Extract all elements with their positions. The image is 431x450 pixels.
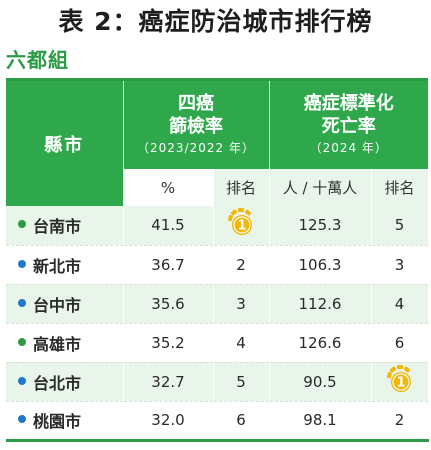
cell-mortality-rate: 98.1 [269, 401, 372, 442]
cell-screening-rate: 35.2 [123, 323, 214, 363]
medal-rank-text: 1 [237, 219, 246, 234]
medal-rank-text: 1 [396, 375, 405, 390]
ranking-table: 縣市 四癌 篩檢率 （2023/2022 年） 癌症標準化 死亡率 （2024 … [6, 81, 429, 442]
city-name: 台南市 [33, 217, 82, 237]
city-dot-icon [18, 259, 26, 268]
cell-screening-rank: 3 [213, 284, 270, 324]
header-mortality-title-2: 死亡率 [321, 116, 376, 137]
header-mortality: 癌症標準化 死亡率 （2024 年） [269, 81, 428, 169]
cell-city: 高雄市 [6, 323, 124, 363]
cell-screening-rate: 32.7 [123, 362, 214, 402]
cell-city: 桃園市 [6, 401, 124, 442]
city-name: 新北市 [33, 256, 82, 276]
header-mortality-title-1: 癌症標準化 [303, 93, 394, 114]
city-name: 桃園市 [33, 412, 82, 431]
cell-screening-rank: 5 [213, 362, 270, 402]
city-dot-icon [18, 415, 26, 423]
gold-medal-icon: 1 [386, 364, 411, 392]
cell-screening-rate: 36.7 [123, 245, 214, 285]
city-dot-icon [18, 220, 26, 229]
city-name: 台中市 [33, 295, 82, 315]
subheader-mortality-unit: 人 / 十萬人 [269, 169, 372, 206]
cell-mortality-rank: 1 [371, 362, 429, 402]
header-screening: 四癌 篩檢率 （2023/2022 年） [123, 81, 270, 169]
cell-screening-rank: 2 [213, 245, 270, 285]
cell-city: 台北市 [6, 362, 124, 402]
table-body: 台南市 41.5 1 125.3 5 新北市 36.7 2 106.3 3 台中市 35.6 3 112… [6, 206, 429, 442]
table-row: 台南市 41.5 1 125.3 5 [6, 206, 429, 246]
cell-screening-rate: 32.0 [123, 401, 214, 442]
cell-mortality-rank: 2 [371, 401, 429, 442]
cell-mortality-rate: 106.3 [269, 245, 372, 285]
cell-city: 台南市 [6, 206, 124, 246]
top-rule [6, 78, 428, 81]
cell-mortality-rank: 3 [371, 245, 429, 285]
cell-mortality-rank: 5 [371, 206, 429, 246]
subheader-mortality-rank: 排名 [371, 169, 429, 206]
cell-screening-rate: 41.5 [123, 206, 214, 246]
group-label: 六都組 [6, 48, 69, 72]
table-header-row: 縣市 四癌 篩檢率 （2023/2022 年） 癌症標準化 死亡率 （2024 … [6, 81, 428, 206]
header-screening-title-1: 四癌 [178, 93, 214, 114]
city-name: 台北市 [33, 373, 82, 393]
table-row: 新北市 36.7 2 106.3 3 [6, 245, 429, 285]
header-city: 縣市 [6, 81, 124, 206]
page-title: 表 2：癌症防治城市排行榜 [58, 7, 373, 36]
cell-mortality-rate: 90.5 [269, 362, 372, 402]
table-row: 台中市 35.6 3 112.6 4 [6, 284, 429, 324]
city-dot-icon [18, 337, 26, 346]
cell-screening-rank: 6 [213, 401, 270, 442]
table-row: 高雄市 35.2 4 126.6 6 [6, 323, 429, 363]
cell-mortality-rank: 4 [371, 284, 429, 324]
subheader-screening-unit: % [123, 169, 214, 206]
cell-mortality-rate: 125.3 [269, 206, 372, 246]
cell-screening-rank: 4 [213, 323, 270, 363]
city-dot-icon [18, 298, 26, 307]
table-subheader-row: % 排名 人 / 十萬人 排名 [6, 169, 429, 206]
subheader-screening-rank: 排名 [213, 169, 270, 206]
cell-city: 台中市 [6, 284, 124, 324]
city-dot-icon [18, 376, 26, 385]
city-name: 高雄市 [33, 334, 82, 354]
cell-mortality-rate: 112.6 [269, 284, 372, 324]
gold-medal-icon: 1 [227, 208, 252, 236]
header-mortality-period: （2024 年） [309, 141, 388, 155]
cell-screening-rank: 1 [213, 206, 270, 246]
cell-mortality-rate: 126.6 [269, 323, 372, 363]
cell-mortality-rank: 6 [371, 323, 429, 363]
table-row: 台北市 32.7 5 90.5 1 [6, 362, 429, 402]
header-screening-title-2: 篩檢率 [169, 116, 223, 137]
header-screening-period: （2023/2022 年） [137, 141, 255, 155]
cell-city: 新北市 [6, 245, 124, 285]
cell-screening-rate: 35.6 [123, 284, 214, 324]
table-row: 桃園市 32.0 6 98.1 2 [6, 401, 429, 442]
